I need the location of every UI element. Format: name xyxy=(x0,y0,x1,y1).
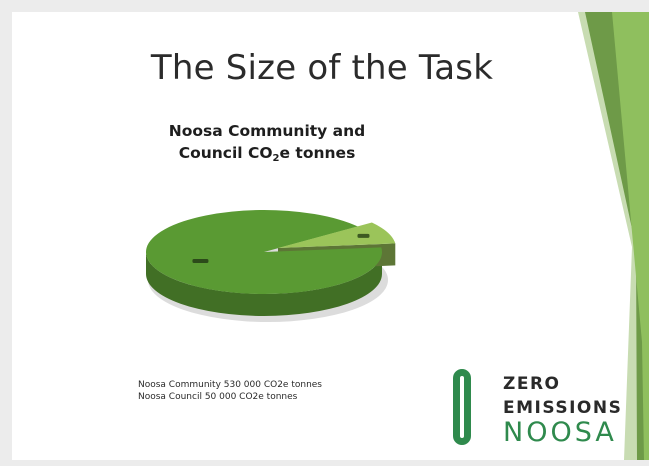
chart-title-part: Council CO xyxy=(178,144,273,162)
pie-slice-community-side xyxy=(146,252,382,316)
pie-chart xyxy=(145,209,396,322)
logo-line3: NOOSA xyxy=(503,417,617,448)
chart-title: Noosa Community and Council CO2e tonnes xyxy=(152,120,382,170)
pie-label-community xyxy=(192,259,209,264)
chart-title-part: e tonnes xyxy=(279,144,356,162)
chart-title-subscript: 2 xyxy=(272,153,280,164)
chart-title-line2: Council CO2e tonnes xyxy=(152,142,382,170)
chart-legend: Noosa Community 530 000 CO2e tonnes Noos… xyxy=(138,379,322,403)
logo-zero-mark xyxy=(453,369,471,445)
pie-slice-council xyxy=(278,222,396,248)
slide-decoration xyxy=(578,12,649,460)
logo-line1: ZERO xyxy=(503,374,561,394)
slide: The Size of the Task Noosa Community and… xyxy=(12,12,649,460)
legend-item-community: Noosa Community 530 000 CO2e tonnes xyxy=(138,380,322,390)
deco-band-bright xyxy=(612,12,649,460)
pie-slice-community xyxy=(145,209,382,294)
logo-line2: EMISSIONS xyxy=(503,398,623,418)
legend-item-council: Noosa Council 50 000 CO2e tonnes xyxy=(138,392,298,402)
slide-title: The Size of the Task xyxy=(150,48,494,88)
zero-emissions-noosa-logo: ZERO EMISSIONS NOOSA xyxy=(453,366,649,460)
chart-title-line1: Noosa Community and xyxy=(168,122,366,140)
pie-label-council xyxy=(357,233,370,238)
